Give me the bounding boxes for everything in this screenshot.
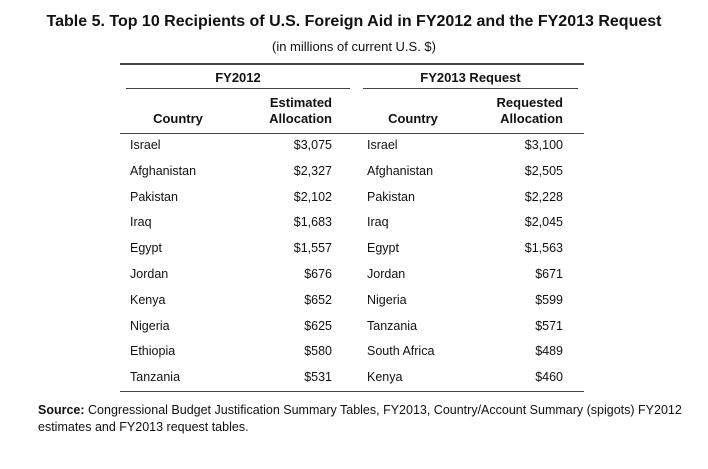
source-note: Source: Congressional Budget Justificati… (38, 402, 698, 436)
header-country-2012: Country (153, 111, 203, 126)
cell-country-2012: Jordan (130, 267, 169, 281)
header-estimated: Estimated Allocation (242, 95, 332, 127)
header-requested: Requested Allocation (473, 95, 563, 127)
cell-country-2012: Kenya (130, 292, 166, 307)
cell-country-2012: Nigeria (130, 318, 170, 333)
cell-estimated-allocation: $1,557 (293, 241, 332, 256)
cell-requested-allocation: $2,228 (524, 189, 563, 204)
cell-requested-allocation: $489 (535, 344, 563, 359)
cell-estimated-allocation: $676 (304, 267, 332, 281)
cell-country-2013: Tanzania (367, 318, 418, 333)
cell-requested-allocation: $460 (535, 370, 563, 385)
cell-country-2012: Pakistan (130, 189, 178, 204)
cell-country-2012: Afghanistan (130, 163, 197, 178)
cell-country-2013: Egypt (367, 241, 399, 256)
header-estimated-line2: Allocation (269, 111, 332, 126)
header-requested-line2: Allocation (500, 111, 563, 126)
source-label: Source: (38, 403, 85, 417)
cell-country-2012: Ethiopia (130, 344, 176, 359)
header-country-2013: Country (388, 111, 438, 126)
cell-estimated-allocation: $3,075 (293, 138, 332, 152)
cell-country-2013: Iraq (367, 215, 389, 230)
cell-requested-allocation: $1,563 (524, 241, 563, 256)
cell-estimated-allocation: $652 (304, 292, 332, 307)
group-rule-right (363, 88, 578, 89)
source-text: Congressional Budget Justification Summa… (38, 403, 682, 434)
cell-country-2012: Iraq (130, 215, 152, 230)
cell-country-2012: Israel (130, 138, 161, 152)
cell-requested-allocation: $2,505 (524, 163, 563, 178)
cell-country-2012: Egypt (130, 241, 162, 256)
cell-estimated-allocation: $2,102 (293, 189, 332, 204)
group-fy2012: FY2012 (215, 70, 261, 85)
table-subtitle: (in millions of current U.S. $) (272, 39, 436, 54)
cell-requested-allocation: $671 (535, 267, 563, 281)
header-estimated-line1: Estimated (269, 95, 332, 110)
cell-country-2013: Kenya (367, 370, 403, 385)
cell-country-2013: Jordan (367, 267, 406, 281)
cell-requested-allocation: $571 (535, 318, 563, 333)
cell-estimated-allocation: $531 (304, 370, 332, 385)
cell-country-2012: Tanzania (130, 370, 181, 385)
cell-country-2013: Israel (367, 138, 398, 152)
header-rule (120, 133, 584, 134)
group-fy2013: FY2013 Request (420, 70, 521, 85)
cell-country-2013: South Africa (367, 344, 435, 359)
cell-estimated-allocation: $2,327 (293, 163, 332, 178)
group-rule-left (126, 88, 350, 89)
cell-estimated-allocation: $580 (304, 344, 332, 359)
top-rule (120, 63, 584, 65)
cell-country-2013: Pakistan (367, 189, 415, 204)
bottom-rule (120, 391, 584, 392)
cell-requested-allocation: $599 (535, 292, 563, 307)
cell-country-2013: Afghanistan (367, 163, 434, 178)
cell-estimated-allocation: $1,683 (293, 215, 332, 230)
table-title: Table 5. Top 10 Recipients of U.S. Forei… (46, 13, 662, 30)
cell-requested-allocation: $2,045 (524, 215, 563, 230)
cell-country-2013: Nigeria (367, 292, 407, 307)
cell-requested-allocation: $3,100 (524, 138, 563, 152)
cell-estimated-allocation: $625 (304, 318, 332, 333)
header-requested-line1: Requested (496, 95, 563, 110)
